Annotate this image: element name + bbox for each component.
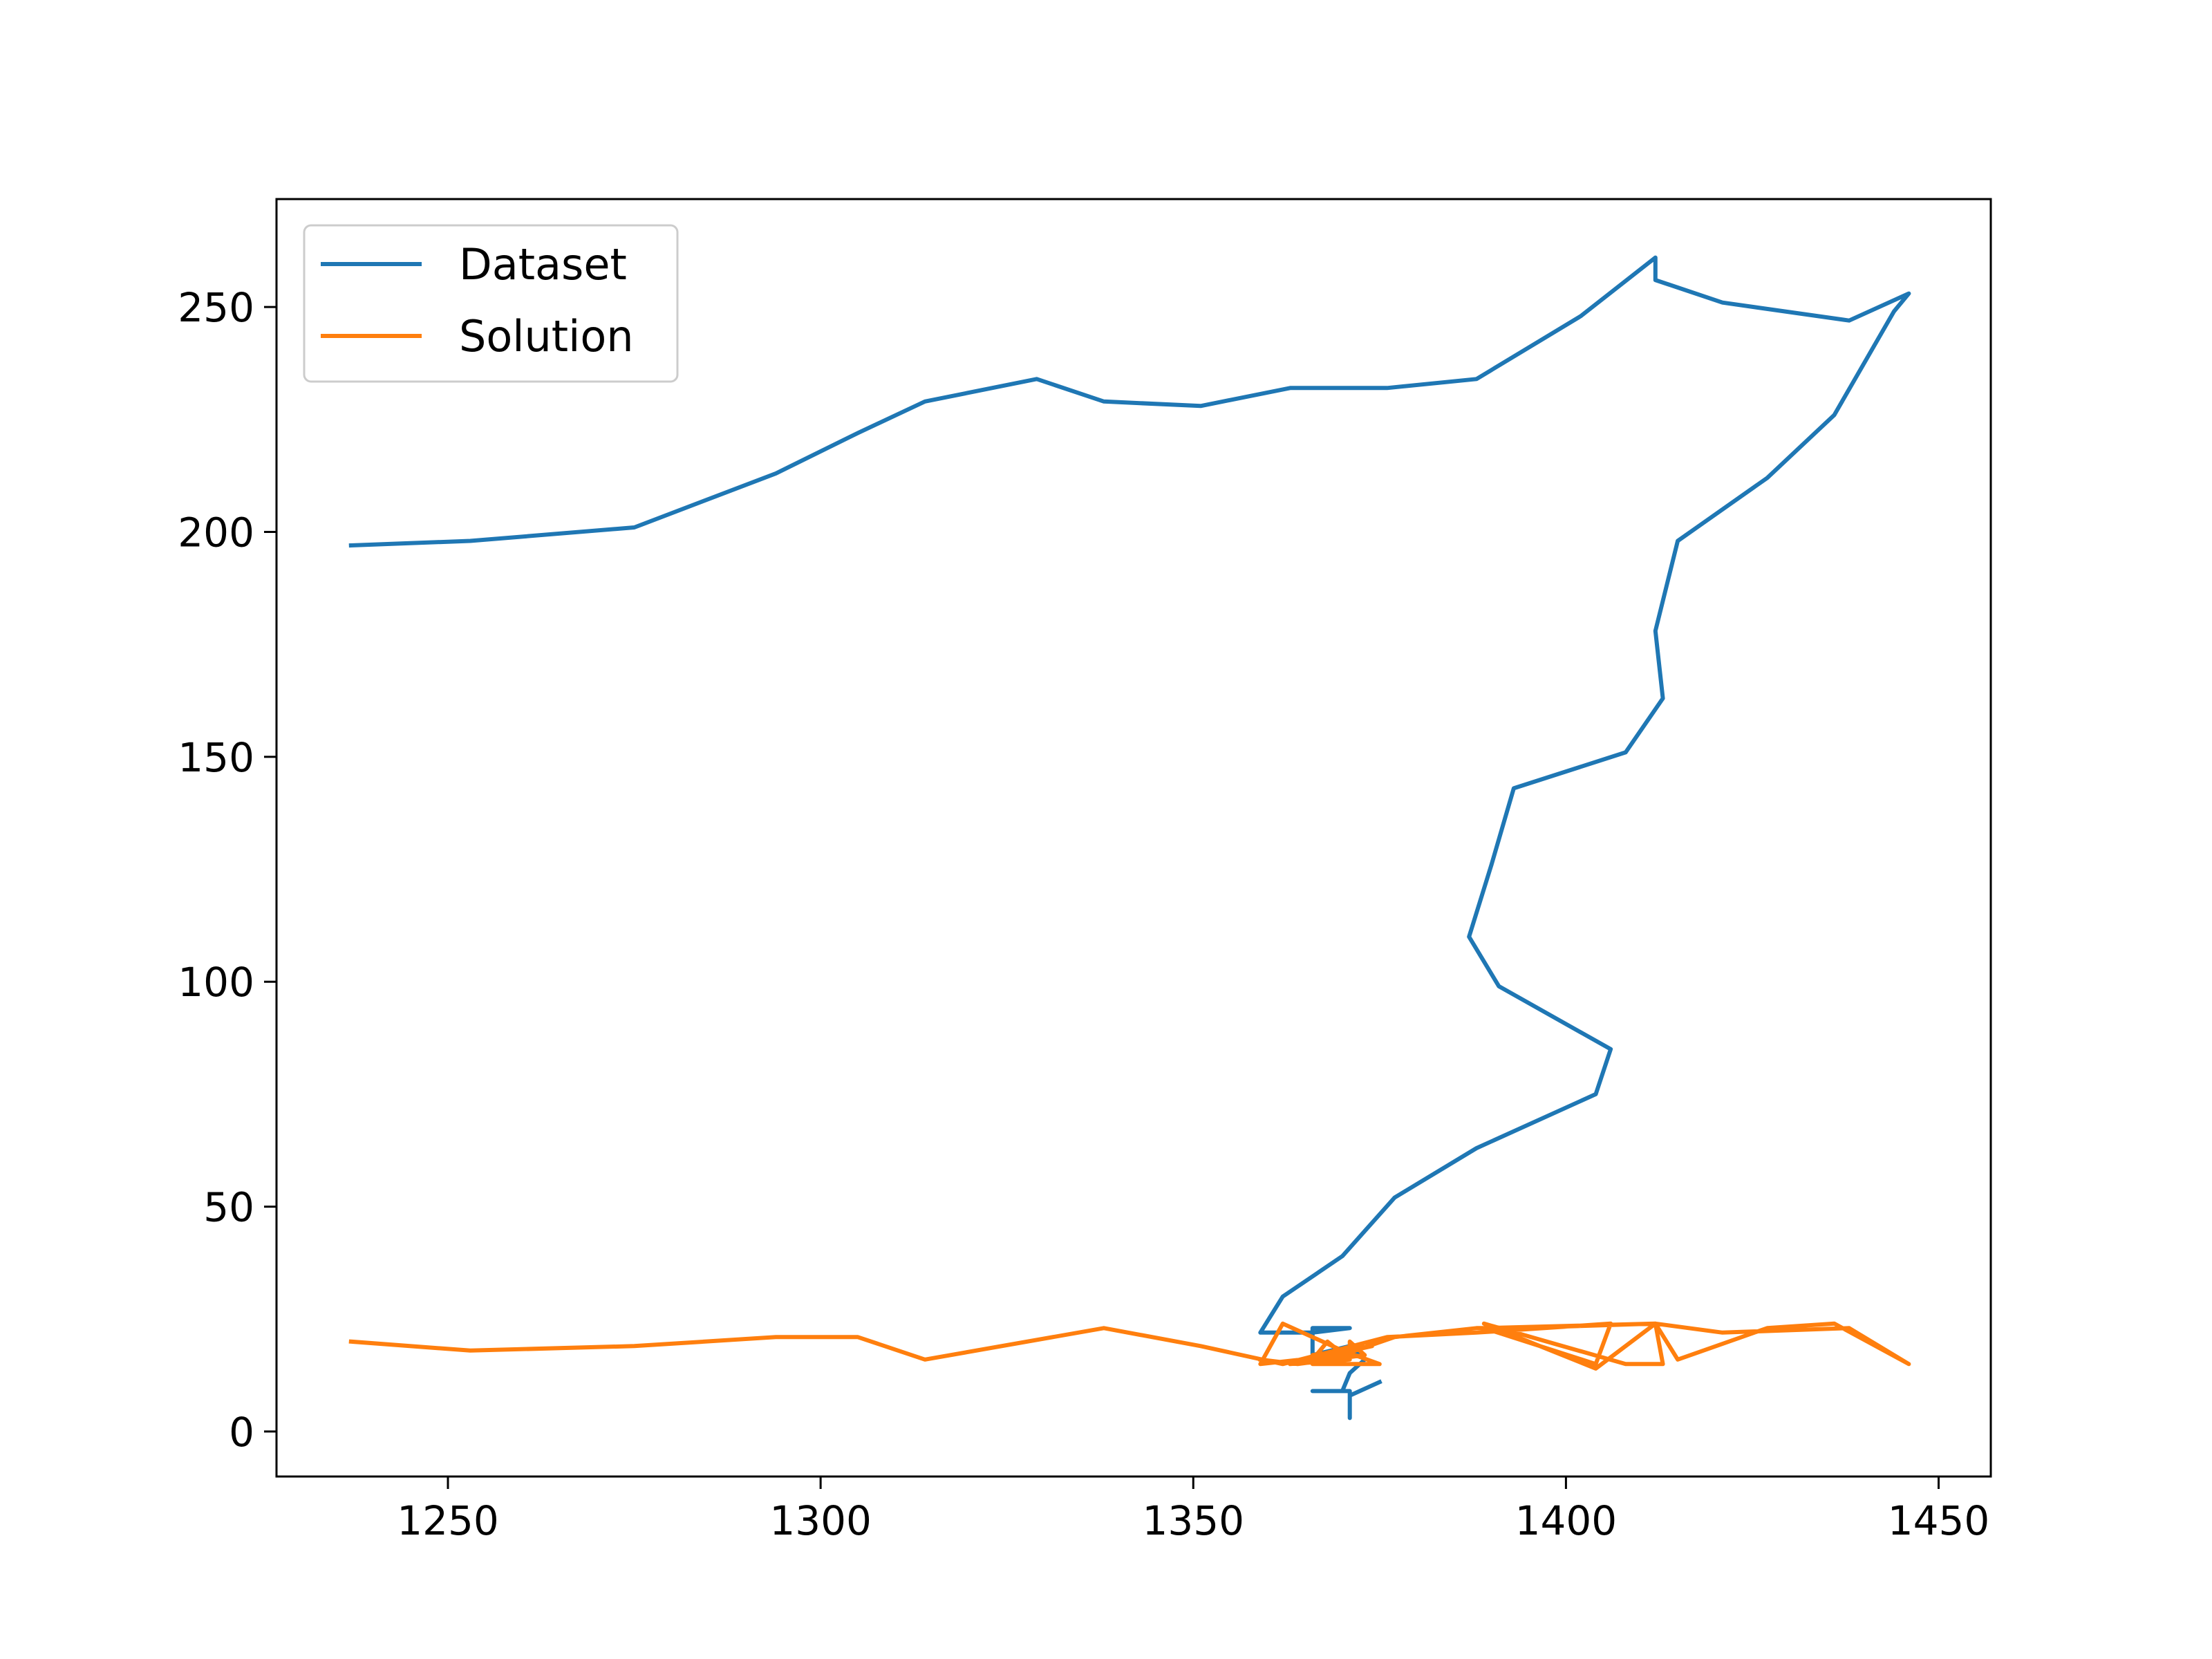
y-tick-label: 250 (178, 284, 254, 331)
y-tick-label: 200 (178, 509, 254, 556)
y-tick-label: 0 (229, 1409, 254, 1456)
x-tick-label: 1400 (1515, 1497, 1618, 1544)
series-layer (348, 255, 1911, 1421)
x-axis: 1250 1300 1350 1400 1450 (397, 1477, 1989, 1544)
legend-label-dataset: Dataset (459, 239, 627, 290)
series-line-solution (348, 1321, 1911, 1371)
y-tick-label: 100 (178, 959, 254, 1006)
x-tick-label: 1300 (769, 1497, 872, 1544)
y-tick-label: 150 (178, 734, 254, 781)
legend: Dataset Solution (303, 224, 679, 383)
y-axis: 0 50 100 150 200 250 (178, 284, 276, 1456)
x-tick-label: 1450 (1888, 1497, 1990, 1544)
legend-label-solution: Solution (459, 311, 634, 362)
x-tick-label: 1350 (1142, 1497, 1244, 1544)
plot-frame (275, 198, 1992, 1478)
y-tick-label: 50 (203, 1184, 254, 1231)
x-tick-label: 1250 (397, 1497, 499, 1544)
